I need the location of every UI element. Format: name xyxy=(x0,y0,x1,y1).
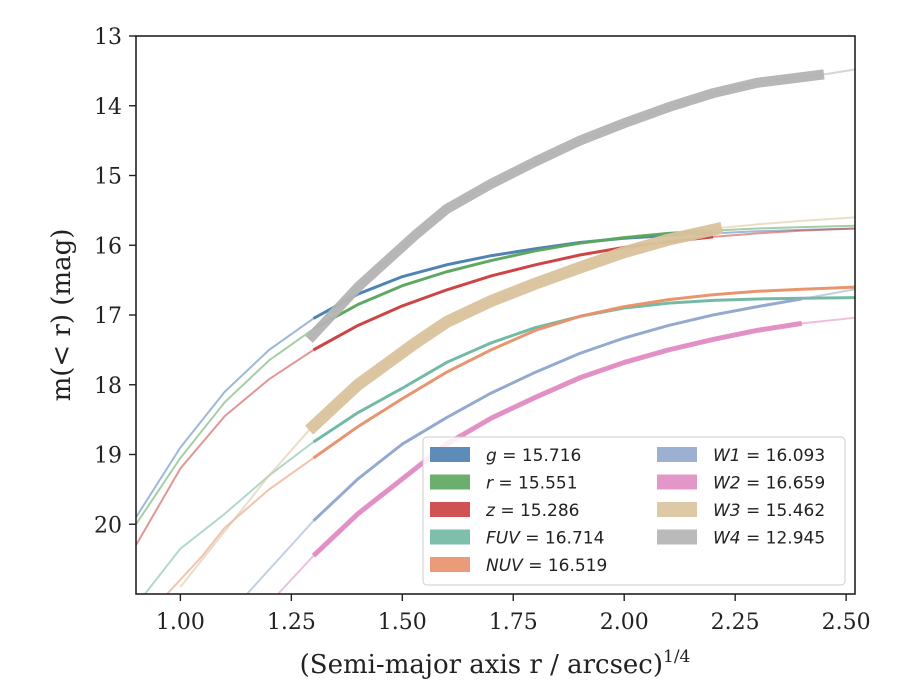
legend-item-r: r = 15.551 xyxy=(430,474,578,494)
legend-label: W3 = 15.462 xyxy=(713,501,825,521)
legend-label: z = 15.286 xyxy=(485,501,579,521)
series-r xyxy=(136,224,855,525)
legend-series-value: = 15.286 xyxy=(495,501,580,521)
x-tick-label: 1.25 xyxy=(267,610,316,635)
series-bold-w2 xyxy=(311,320,803,558)
series-bold-w1 xyxy=(312,297,802,522)
legend-swatch xyxy=(430,447,470,462)
x-axis-label-exponent: 1/4 xyxy=(663,647,690,667)
legend-label: g = 15.716 xyxy=(486,446,581,466)
legend-swatch xyxy=(430,557,470,572)
x-tick-label: 1.75 xyxy=(489,610,538,635)
legend-label: W1 = 16.093 xyxy=(713,446,825,466)
legend-frame xyxy=(422,436,846,586)
legend-series-name: r xyxy=(486,474,494,494)
y-tick-label: 18 xyxy=(94,374,122,399)
series-w1 xyxy=(246,288,855,594)
legend-series-value: = 15.551 xyxy=(493,474,578,494)
legend-item-w2: W2 = 16.659 xyxy=(657,474,825,494)
legend-series-name: z xyxy=(485,501,496,521)
legend-item-z: z = 15.286 xyxy=(430,501,579,521)
x-tick-label: 1.50 xyxy=(378,610,427,635)
legend-series-value: = 15.462 xyxy=(741,501,826,521)
x-axis: 1.00 1.25 1.50 1.75 2.00 2.25 2.50 xyxy=(156,594,871,635)
legend-label: W2 = 16.659 xyxy=(713,474,825,494)
legend-label: r = 15.551 xyxy=(486,474,578,494)
x-tick-label: 1.00 xyxy=(156,610,205,635)
series-bold-w4 xyxy=(305,69,825,343)
x-axis-label: (Semi-major axis r / arcsec)1/4 xyxy=(300,647,691,680)
legend-swatch xyxy=(657,474,697,490)
legend-item-w1: W1 = 16.093 xyxy=(657,446,825,466)
legend-series-value: = 12.945 xyxy=(741,529,826,549)
legend-swatch xyxy=(430,502,470,517)
legend-item-nuv: NUV = 16.519 xyxy=(430,556,607,576)
legend-series-value: = 15.716 xyxy=(497,446,582,466)
legend-swatch xyxy=(657,529,697,545)
series-layer xyxy=(136,68,855,594)
series-w2 xyxy=(277,316,855,594)
legend-item-w3: W3 = 15.462 xyxy=(657,501,825,521)
legend-swatch xyxy=(657,447,697,462)
legend-series-name: W4 xyxy=(713,529,741,549)
legend-label: FUV = 16.714 xyxy=(486,529,604,549)
y-tick-label: 20 xyxy=(94,513,122,538)
legend-series-name: W1 xyxy=(713,446,741,466)
y-tick-label: 15 xyxy=(94,165,122,190)
legend-swatch xyxy=(430,474,470,490)
legend-label: W4 = 12.945 xyxy=(713,529,825,549)
y-tick-label: 17 xyxy=(94,304,122,329)
series-bold-r xyxy=(312,229,714,331)
series-bold-nuv xyxy=(312,285,855,460)
series-nuv xyxy=(166,285,855,594)
legend-label: NUV = 16.519 xyxy=(486,556,607,576)
legend-series-name: W3 xyxy=(713,501,741,521)
legend-series-value: = 16.714 xyxy=(520,529,605,549)
legend-series-value: = 16.519 xyxy=(523,556,608,576)
x-tick-label: 2.00 xyxy=(600,610,649,635)
y-tick-label: 19 xyxy=(94,444,122,469)
y-tick-label: 16 xyxy=(94,234,122,259)
legend-series-name: W2 xyxy=(713,474,741,494)
x-tick-label: 2.25 xyxy=(711,610,760,635)
legend-item-fuv: FUV = 16.714 xyxy=(430,529,604,549)
y-axis: 13 14 15 16 17 18 19 20 xyxy=(94,25,136,538)
y-tick-label: 14 xyxy=(94,95,122,120)
legend-item-g: g = 15.716 xyxy=(430,446,581,466)
legend-item-w4: W4 = 12.945 xyxy=(657,529,825,549)
series-w3 xyxy=(179,216,855,588)
legend-series-name: g xyxy=(486,446,497,466)
y-tick-label: 13 xyxy=(94,25,122,50)
series-bold-w3 xyxy=(305,221,724,435)
y-axis-label: m(< r) (mag) xyxy=(47,229,77,402)
legend-swatch xyxy=(430,529,470,545)
legend-series-name: NUV xyxy=(486,556,524,576)
legend-series-name: FUV xyxy=(486,529,521,549)
series-w4 xyxy=(305,68,855,343)
legend-series-value: = 16.659 xyxy=(741,474,826,494)
legend-series-value: = 16.093 xyxy=(741,446,826,466)
series-bold-fuv xyxy=(312,296,855,444)
legend-swatch xyxy=(657,502,697,517)
x-tick-label: 2.50 xyxy=(822,610,871,635)
